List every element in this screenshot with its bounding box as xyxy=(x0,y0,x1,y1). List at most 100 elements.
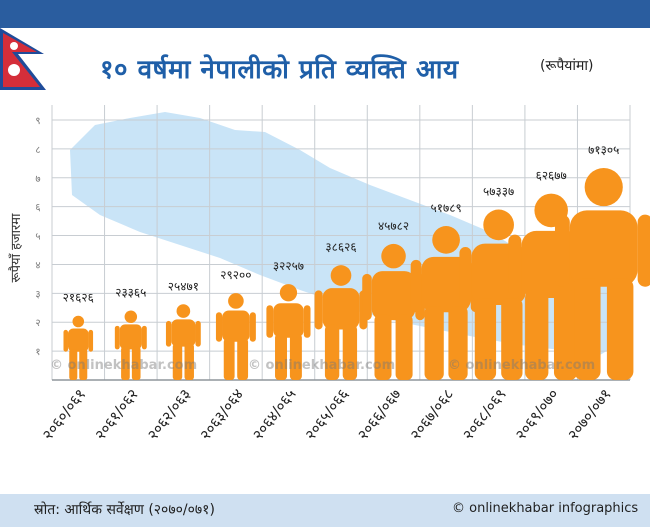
person-leg xyxy=(424,306,444,380)
y-tick-label: ३ xyxy=(35,289,40,300)
person-head xyxy=(124,310,138,324)
x-axis-ticks: २०६०/०६१ २०६१/०६२ २०६२/०६३ २०६३/०६४ २०६४/०६५… xyxy=(39,385,615,443)
x-tick-label: २०६९/०७० xyxy=(511,385,562,443)
flag-moon xyxy=(10,42,18,50)
person-arm xyxy=(141,325,147,350)
flag-sun xyxy=(8,64,20,76)
x-tick-label: २०६८/०६९ xyxy=(459,385,510,443)
person-arm xyxy=(508,234,522,299)
person-mark xyxy=(266,284,311,380)
person-leg xyxy=(172,343,183,380)
x-tick-label: २०७०/०७१ xyxy=(564,385,615,443)
person-arm xyxy=(637,214,650,287)
person-leg xyxy=(474,298,497,380)
person-mark xyxy=(165,304,201,380)
watermark-1: © onlinekhabar.com xyxy=(50,358,198,373)
unit-label: (रूपैयांमा) xyxy=(540,58,594,74)
person-leg xyxy=(131,346,141,380)
person-leg xyxy=(525,290,549,380)
person-arm xyxy=(114,325,120,350)
nepal-flag-icon xyxy=(0,28,46,90)
person-leg xyxy=(501,298,523,380)
person-leg xyxy=(237,338,249,380)
watermark-3: © onlinekhabar.com xyxy=(448,358,596,373)
person-mark xyxy=(314,265,368,380)
y-axis-ticks: १ २ ३ ४ ५ ६ ७ ८ ९ xyxy=(35,116,40,358)
person-arm xyxy=(314,290,323,330)
x-tick-label: २०६६/०६७ xyxy=(354,385,405,443)
person-mark xyxy=(554,168,650,380)
x-tick-label: २०६४/०६५ xyxy=(249,385,300,443)
top-bar xyxy=(0,0,650,28)
person-arm xyxy=(88,329,94,352)
person-torso xyxy=(371,271,416,321)
y-tick-label: ९ xyxy=(35,116,40,127)
person-head xyxy=(330,265,352,286)
value-label: ३२२५७ xyxy=(273,259,304,273)
top-bar-fill xyxy=(0,0,650,28)
person-leg xyxy=(448,306,468,380)
value-label: ६२६७७ xyxy=(536,169,567,183)
person-leg xyxy=(606,278,634,380)
person-leg xyxy=(289,333,302,380)
person-mark xyxy=(215,293,256,380)
person-mark xyxy=(63,315,94,380)
person-head xyxy=(381,243,406,269)
person-arm xyxy=(554,214,570,287)
person-head xyxy=(432,226,460,254)
y-axis-label: रूपैयाँ हजारमा xyxy=(8,213,24,283)
person-arm xyxy=(195,320,201,347)
y-tick-label: ८ xyxy=(35,145,40,156)
person-leg xyxy=(223,338,235,380)
person-arm xyxy=(165,320,172,347)
footer-bar xyxy=(0,494,650,527)
person-arm xyxy=(303,305,311,338)
value-labels: २१६२६ २३३६५ २५४७१ २९२०० ३२२५७ ३८६२६ ४५७८२ ५१७८९… xyxy=(63,143,620,305)
person-head xyxy=(584,168,623,207)
watermark-2: © onlinekhabar.com xyxy=(248,358,396,373)
person-marks xyxy=(63,168,650,380)
source-note: स्रोत: आर्थिक सर्वेक्षण (२०७०/०७१) xyxy=(34,502,215,518)
person-arm xyxy=(410,259,422,313)
person-arm xyxy=(249,312,256,342)
person-head xyxy=(279,284,298,302)
person-head xyxy=(483,209,514,241)
page-title: १० वर्षमा नेपालीको प्रति व्यक्ति आय xyxy=(100,55,459,85)
person-head xyxy=(228,293,244,309)
person-mark xyxy=(362,243,425,380)
person-torso xyxy=(67,328,89,352)
x-tick-label: २०६२/०६३ xyxy=(144,385,195,443)
x-tick-label: २०६७/०६८ xyxy=(406,385,457,443)
y-tick-label: ६ xyxy=(35,203,40,214)
value-label: ४५७८२ xyxy=(378,219,409,233)
person-torso xyxy=(322,288,360,330)
credit-note: © onlinekhabar infographics xyxy=(452,501,639,516)
x-tick-label: २०६०/०६१ xyxy=(39,385,90,443)
value-label: २९२०० xyxy=(220,268,251,282)
y-tick-label: ७ xyxy=(35,174,40,185)
person-leg xyxy=(275,333,288,380)
person-arm xyxy=(266,305,274,338)
value-label: ५७३३७ xyxy=(483,185,514,199)
person-head xyxy=(176,304,191,318)
person-torso xyxy=(119,324,142,350)
y-tick-label: ४ xyxy=(35,260,40,271)
value-label: ३८६२६ xyxy=(325,240,356,254)
value-label: ७१३०५ xyxy=(588,143,619,157)
person-leg xyxy=(574,278,601,380)
y-tick-label: २ xyxy=(35,318,40,329)
y-tick-label: ५ xyxy=(35,232,40,243)
person-leg xyxy=(553,290,578,380)
value-label: २१६२६ xyxy=(63,291,94,305)
person-leg xyxy=(324,324,340,380)
x-tick-label: २०६३/०६४ xyxy=(196,385,247,443)
value-label: ५१७८९ xyxy=(430,201,461,215)
person-torso xyxy=(222,310,250,342)
person-arm xyxy=(362,273,372,321)
person-mark xyxy=(114,310,147,380)
person-arm xyxy=(215,312,223,342)
person-leg xyxy=(342,324,358,380)
person-arm xyxy=(63,329,68,352)
person-arm xyxy=(459,247,472,305)
